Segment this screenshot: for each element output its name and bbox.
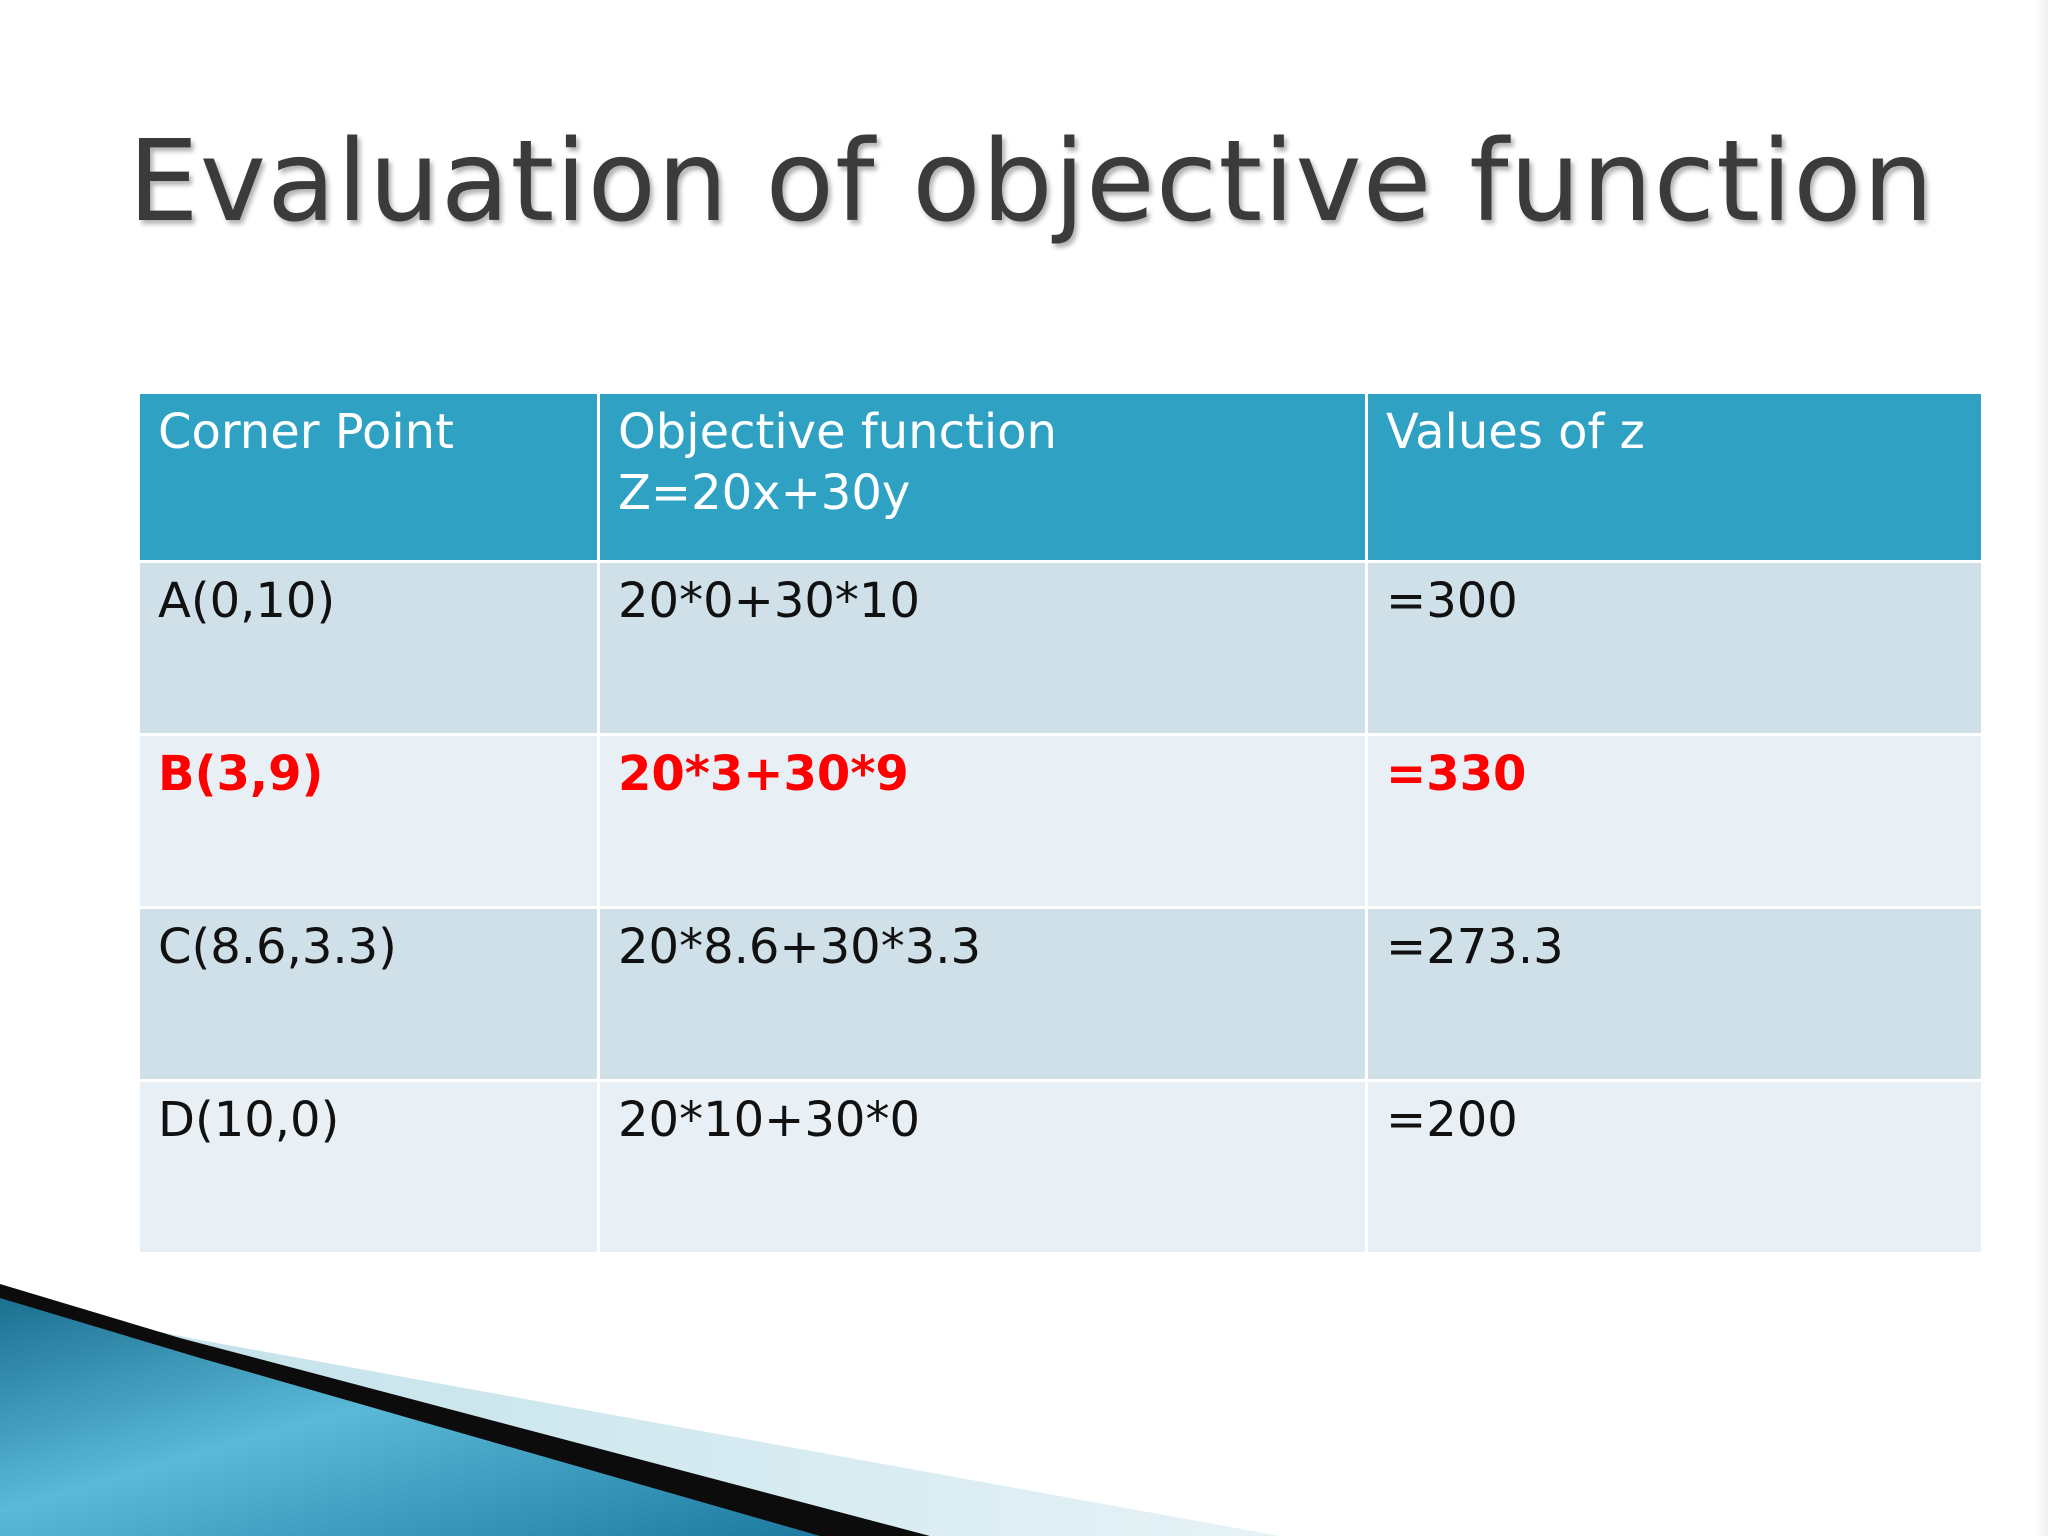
header-corner-point: Corner Point <box>137 391 600 563</box>
cell-z-value: =273.3 <box>1365 906 1984 1082</box>
cell-z-value: =200 <box>1365 1079 1984 1255</box>
table-row-c: C(8.6,3.3) 20*8.6+30*3.3 =273.3 <box>137 906 1984 1082</box>
cell-expression: 20*8.6+30*3.3 <box>597 906 1368 1082</box>
slide-title: Evaluation of objective function <box>128 117 1935 247</box>
evaluation-table-container: Corner Point Objective function Z=20x+30… <box>137 391 1984 1255</box>
header-objective-function: Objective function Z=20x+30y <box>597 391 1368 563</box>
cell-z-value: =300 <box>1365 560 1984 736</box>
header-objective-formula: Z=20x+30y <box>618 465 911 521</box>
table-row-d: D(10,0) 20*10+30*0 =200 <box>137 1079 1984 1255</box>
cell-z-value: =330 <box>1365 733 1984 909</box>
cell-expression: 20*0+30*10 <box>597 560 1368 736</box>
cell-corner-point: A(0,10) <box>137 560 600 736</box>
cell-expression: 20*3+30*9 <box>597 733 1368 909</box>
table-header-row: Corner Point Objective function Z=20x+30… <box>137 391 1984 563</box>
slide-edge-shadow <box>2034 0 2048 1536</box>
table-row-b-optimal: B(3,9) 20*3+30*9 =330 <box>137 733 1984 909</box>
cell-corner-point: B(3,9) <box>137 733 600 909</box>
cell-corner-point: C(8.6,3.3) <box>137 906 600 1082</box>
header-values-of-z: Values of z <box>1365 391 1984 563</box>
evaluation-table: Corner Point Objective function Z=20x+30… <box>137 391 1984 1255</box>
decorative-swoosh <box>0 1284 1280 1536</box>
header-objective-label: Objective function <box>618 404 1057 460</box>
swoosh-teal-band <box>0 1298 820 1536</box>
cell-expression: 20*10+30*0 <box>597 1079 1368 1255</box>
table-row-a: A(0,10) 20*0+30*10 =300 <box>137 560 1984 736</box>
cell-corner-point: D(10,0) <box>137 1079 600 1255</box>
